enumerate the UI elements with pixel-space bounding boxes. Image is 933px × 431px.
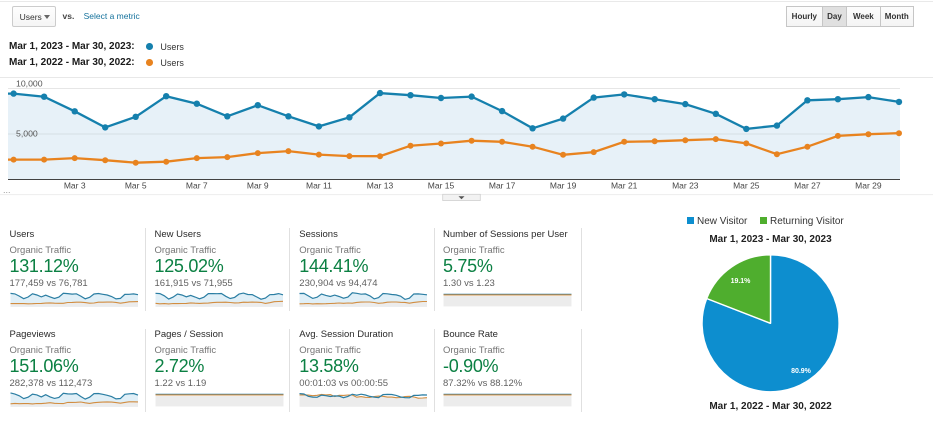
- svg-text:Mar 11: Mar 11: [306, 181, 332, 191]
- svg-text:Mar 19: Mar 19: [550, 181, 577, 191]
- svg-text:Mar 5: Mar 5: [125, 181, 147, 191]
- svg-text:10,000: 10,000: [16, 79, 43, 89]
- svg-text:Mar 17: Mar 17: [489, 181, 516, 191]
- svg-text:Mar 15: Mar 15: [428, 181, 455, 191]
- svg-text:19.1%: 19.1%: [731, 278, 752, 285]
- svg-text:80.9%: 80.9%: [791, 368, 812, 375]
- svg-text:Mar 25: Mar 25: [733, 181, 760, 191]
- svg-text:Mar 13: Mar 13: [367, 181, 394, 191]
- svg-text:...: ...: [3, 185, 11, 195]
- svg-text:Mar 21: Mar 21: [611, 181, 638, 191]
- svg-text:Mar 29: Mar 29: [855, 181, 882, 191]
- svg-text:Mar 7: Mar 7: [186, 181, 208, 191]
- svg-text:5,000: 5,000: [16, 128, 38, 138]
- svg-text:Mar 9: Mar 9: [247, 181, 269, 191]
- svg-text:Mar 27: Mar 27: [794, 181, 821, 191]
- svg-text:Mar 3: Mar 3: [64, 181, 86, 191]
- svg-text:Mar 23: Mar 23: [672, 181, 699, 191]
